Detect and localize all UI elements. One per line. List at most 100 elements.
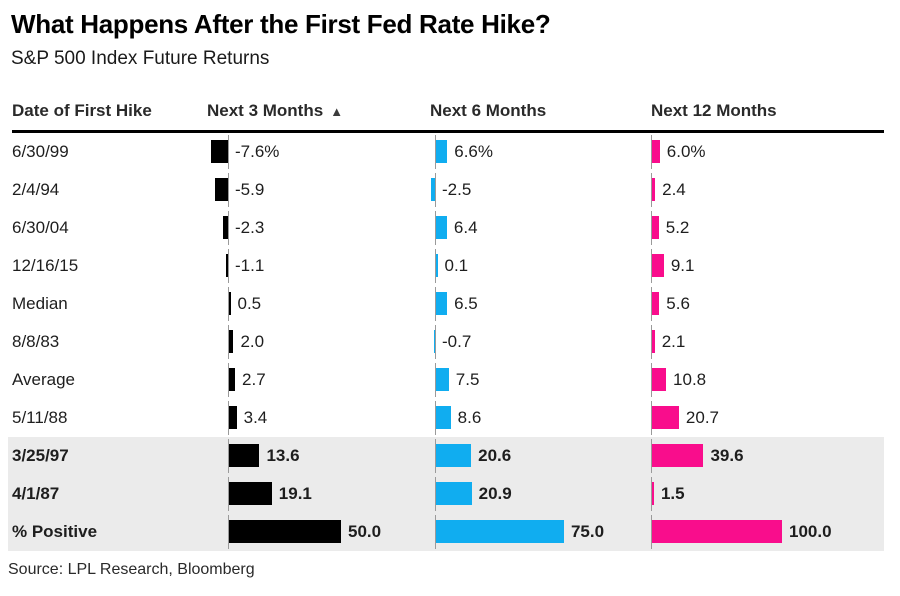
bar-cell: 7.5: [430, 361, 645, 399]
bar-cell: 3.4: [207, 399, 430, 437]
value-bar: [222, 216, 228, 239]
bar-cell: 20.7: [645, 399, 884, 437]
table-row: 5/11/88 3.4 8.6 20.7: [12, 399, 884, 437]
bar-cell: 8.6: [430, 399, 645, 437]
value-label: 3.4: [243, 408, 268, 427]
bar-cell: 10.8: [645, 361, 884, 399]
value-bar: [436, 368, 449, 391]
zero-baseline: [435, 287, 436, 321]
header-next-3-months: Next 3 Months ▲: [207, 101, 344, 120]
zero-baseline: [228, 477, 229, 511]
bar-cell: 2.0: [207, 323, 430, 361]
bar-cell: 0.5: [207, 285, 430, 323]
row-label: 6/30/04: [12, 218, 69, 237]
header-next-6-months: Next 6 Months: [430, 101, 547, 120]
table-row: 3/25/97 13.6 20.6 39.6: [12, 437, 884, 475]
zero-baseline: [228, 439, 229, 473]
value-bar: [652, 330, 655, 353]
bar-cell: -0.7: [430, 323, 645, 361]
zero-baseline: [228, 249, 229, 283]
bar-cell: 5.6: [645, 285, 884, 323]
table-row: 6/30/04 -2.3 6.4 5.2: [12, 209, 884, 247]
zero-baseline: [651, 515, 652, 549]
value-bar: [652, 520, 782, 543]
row-label: 8/8/83: [12, 332, 60, 351]
value-bar: [652, 292, 660, 315]
value-bar: [430, 178, 435, 201]
zero-baseline: [228, 325, 229, 359]
header-next-12-months: Next 12 Months: [651, 101, 777, 120]
zero-baseline: [651, 287, 652, 321]
value-label: 2.4: [662, 180, 686, 199]
table-row: % Positive 50.0 75.0 100.0: [12, 513, 884, 551]
value-bar: [652, 482, 654, 505]
zero-baseline: [228, 401, 229, 435]
bar-cell: 6.6%: [430, 133, 645, 171]
bar-cell: 100.0: [645, 513, 884, 551]
value-label: 5.6: [666, 294, 690, 313]
bar-cell: 19.1: [207, 475, 430, 513]
zero-baseline: [651, 211, 652, 245]
value-bar: [229, 368, 236, 391]
value-bar: [229, 406, 237, 429]
value-label: 19.1: [278, 484, 312, 503]
value-bar: [652, 368, 667, 391]
zero-baseline: [435, 401, 436, 435]
value-label: 20.7: [685, 408, 719, 427]
value-label: 0.1: [444, 256, 469, 275]
value-label: 10.8: [673, 370, 707, 389]
bar-cell: -5.9: [207, 171, 430, 209]
value-label: 20.6: [478, 446, 512, 465]
row-label: Median: [12, 294, 68, 313]
zero-baseline: [651, 363, 652, 397]
zero-baseline: [651, 325, 652, 359]
chart-title: What Happens After the First Fed Rate Hi…: [11, 9, 551, 39]
value-label: 13.6: [266, 446, 300, 465]
zero-baseline: [435, 515, 436, 549]
zero-baseline: [435, 173, 436, 207]
value-bar: [210, 140, 228, 163]
value-bar: [652, 140, 660, 163]
value-bar: [652, 216, 659, 239]
zero-baseline: [435, 439, 436, 473]
zero-baseline: [435, 249, 436, 283]
value-label: 50.0: [348, 522, 382, 541]
zero-baseline: [651, 477, 652, 511]
value-bar: [229, 330, 234, 353]
zero-baseline: [651, 439, 652, 473]
value-bar: [229, 292, 231, 315]
value-bar: [433, 330, 435, 353]
value-label: 9.1: [670, 256, 695, 275]
value-bar: [436, 254, 438, 277]
value-label: 2.7: [242, 370, 266, 389]
value-bar: [436, 520, 564, 543]
bar-cell: -1.1: [207, 247, 430, 285]
row-label: 3/25/97: [12, 446, 69, 465]
value-label: -1.1: [235, 256, 265, 275]
table-row: 2/4/94 -5.9 -2.5 2.4: [12, 171, 884, 209]
bar-cell: -2.5: [430, 171, 645, 209]
value-bar: [436, 482, 472, 505]
table-row: 12/16/15 -1.1 0.1 9.1: [12, 247, 884, 285]
row-label: 2/4/94: [12, 180, 60, 199]
value-label: 6.0%: [666, 142, 706, 161]
bar-cell: 6.5: [430, 285, 645, 323]
value-label: 6.5: [454, 294, 478, 313]
value-bar: [225, 254, 228, 277]
bar-cell: 2.7: [207, 361, 430, 399]
header-divider: [12, 130, 884, 133]
value-bar: [436, 406, 451, 429]
value-label: 6.4: [453, 218, 478, 237]
value-label: -2.3: [235, 218, 265, 237]
header-date-of-first-hike: Date of First Hike: [12, 101, 152, 120]
zero-baseline: [228, 173, 229, 207]
bar-cell: -2.3: [207, 209, 430, 247]
table-row: 6/30/99 -7.6% 6.6% 6.0%: [12, 133, 884, 171]
value-label: 6.6%: [454, 142, 493, 161]
zero-baseline: [651, 249, 652, 283]
value-label: 5.2: [665, 218, 690, 237]
chart-subtitle: S&P 500 Index Future Returns: [11, 48, 270, 69]
value-bar: [436, 444, 472, 467]
zero-baseline: [651, 401, 652, 435]
value-bar: [436, 216, 447, 239]
